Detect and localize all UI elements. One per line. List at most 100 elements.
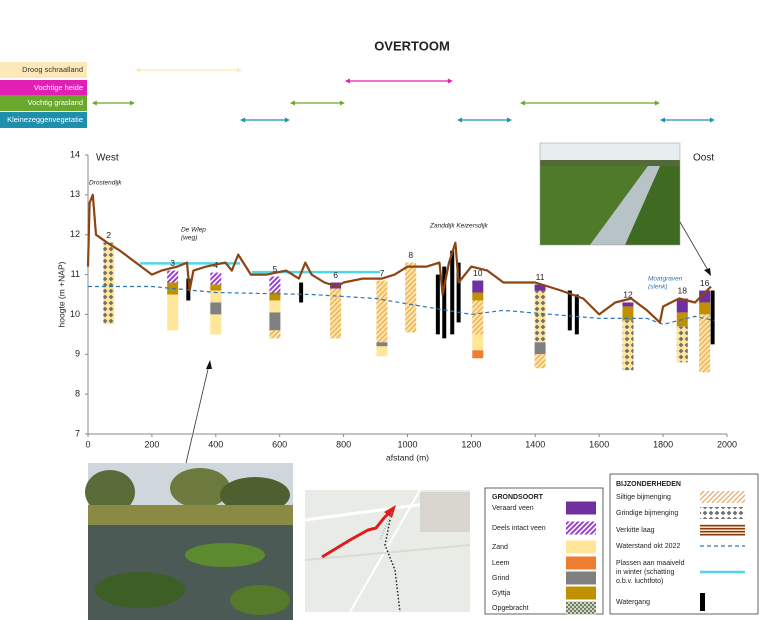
annotation: (slenk) [648, 284, 668, 291]
borehole-layer [269, 312, 281, 331]
y-tick-label: 14 [70, 149, 80, 159]
borehole-label: 12 [623, 290, 633, 300]
borehole-admixture [405, 262, 417, 333]
borehole-layer [699, 302, 711, 315]
legend-label: Gyttja [492, 590, 510, 597]
vegetation-range [134, 67, 242, 73]
x-axis-label: afstand (m) [386, 452, 429, 462]
legend-swatch [700, 524, 745, 536]
borehole-layer [699, 290, 711, 303]
borehole-layer [622, 306, 634, 321]
borehole-layer [376, 346, 388, 357]
legend-label: Waterstand okt 2022 [616, 543, 680, 550]
borehole-layer [210, 284, 222, 291]
y-tick-label: 8 [75, 389, 80, 399]
borehole-label: 8 [408, 250, 413, 260]
vegetation-legend-swatch [0, 95, 87, 111]
legend-swatch [700, 593, 705, 611]
legend-label: Plassen aan maaiveld [616, 560, 685, 567]
annotation: Moatgraven [648, 276, 683, 283]
vegetation-range [659, 117, 715, 123]
borehole-label: 16 [700, 278, 710, 288]
borehole-label: 7 [380, 268, 385, 278]
photo-wetland [85, 463, 293, 620]
legend-swatch [566, 571, 596, 585]
y-tick-label: 13 [70, 189, 80, 199]
ditch [299, 282, 304, 303]
borehole-layer [210, 290, 222, 303]
legend-label: Leem [492, 560, 510, 567]
ditch [456, 262, 461, 323]
borehole-layer [376, 342, 388, 347]
borehole-layer [676, 298, 688, 313]
vegetation-range [457, 117, 512, 123]
borehole-admixture [376, 280, 388, 343]
borehole-layer [472, 350, 484, 359]
x-tick-label: 600 [272, 439, 287, 449]
annotation: Zanddijk Keizersdijk [429, 223, 489, 230]
vegetation-legend-label: Droog schraalland [22, 65, 83, 74]
borehole-admixture [103, 242, 115, 325]
borehole-admixture [534, 290, 546, 343]
borehole-layer [167, 294, 179, 331]
photo-pointer [679, 221, 710, 273]
legend-label: Zand [492, 544, 508, 551]
borehole-layer [269, 292, 281, 301]
legend-swatch [700, 491, 745, 503]
legend-label: Siltige bijmenging [616, 494, 671, 501]
annotation: Drostendijk [89, 180, 122, 187]
borehole-layer [534, 342, 546, 355]
borehole-layer [269, 300, 281, 313]
vegetation-range [91, 100, 135, 106]
ditch [450, 250, 455, 335]
ditch [574, 294, 579, 335]
borehole-layer [210, 272, 222, 285]
legend-label: Grindige bijmenging [616, 510, 678, 517]
borehole-admixture [330, 288, 342, 339]
x-tick-label: 1800 [653, 439, 673, 449]
legend-label: Grind [492, 575, 509, 582]
borehole-layer [167, 270, 179, 283]
ditch [435, 274, 440, 335]
borehole-admixture [676, 326, 688, 363]
borehole-admixture [472, 300, 484, 335]
x-tick-label: 400 [208, 439, 223, 449]
arrow-head [206, 360, 212, 369]
borehole-admixture [534, 354, 546, 369]
legend-swatch [566, 556, 596, 570]
borehole-layer [472, 280, 484, 293]
ditch [442, 266, 447, 339]
borehole-label: 5 [273, 264, 278, 274]
arrow-head [704, 268, 711, 276]
vegetation-range [344, 78, 453, 84]
borehole-label: 18 [678, 286, 688, 296]
ditch [567, 290, 572, 331]
y-tick-label: 9 [75, 349, 80, 359]
terrain-profile [86, 193, 712, 324]
y-tick-label: 10 [70, 309, 80, 319]
legend-swatch [566, 586, 596, 600]
x-tick-label: 200 [144, 439, 159, 449]
borehole-admixture [699, 314, 711, 373]
borehole-layer [622, 302, 634, 307]
legend-label: Watergang [616, 599, 650, 606]
chart-title: OVERTOOM [374, 38, 450, 53]
borehole-layer [210, 314, 222, 335]
legend-title: GRONDSOORT [492, 494, 544, 501]
legend-label: Veraard veen [492, 505, 534, 512]
legend-label: Deels intact veen [492, 525, 546, 532]
legend-swatch [566, 521, 596, 535]
borehole-label: 6 [333, 270, 338, 280]
y-axis-label: hoogte (m +NAP) [56, 261, 66, 327]
borehole-layer [534, 284, 546, 291]
borehole-layer [210, 302, 222, 315]
borehole-label: 2 [106, 230, 111, 240]
photo-ditch [539, 142, 681, 246]
vegetation-legend-label: Vochtig grasland [28, 98, 83, 107]
legend-title: BIJZONDERHEDEN [616, 481, 681, 488]
map [304, 489, 471, 613]
borehole-layer [472, 292, 484, 301]
legend-swatch [700, 507, 745, 519]
annotation: (weg) [181, 235, 197, 242]
